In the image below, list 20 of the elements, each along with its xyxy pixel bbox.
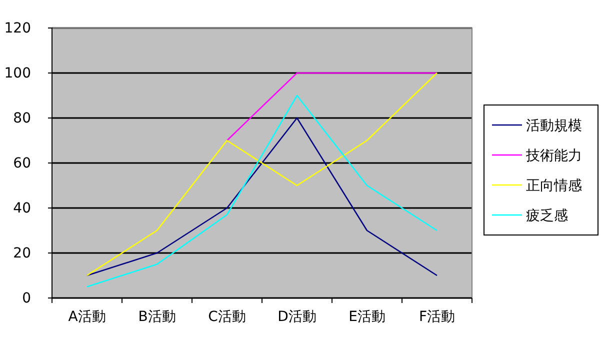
line-series bbox=[86, 117, 438, 276]
y-tick-label: 20 bbox=[13, 245, 31, 262]
line-series bbox=[86, 72, 438, 276]
x-tick-label: E活動 bbox=[348, 309, 386, 325]
y-tick-label: 100 bbox=[4, 65, 31, 82]
x-tick-label: D活動 bbox=[278, 309, 316, 325]
line-series bbox=[86, 94, 438, 288]
legend-label: 疲乏感 bbox=[526, 208, 568, 224]
y-tick-label: 80 bbox=[13, 110, 31, 126]
y-tick-label: 60 bbox=[13, 155, 31, 172]
legend-label: 正向情感 bbox=[526, 178, 582, 194]
x-tick-label: B活動 bbox=[138, 309, 176, 325]
legend-label: 技術能力 bbox=[525, 148, 582, 164]
y-tick-label: 0 bbox=[22, 290, 31, 306]
x-tick-label: C活動 bbox=[208, 309, 246, 325]
x-tick-label: A活動 bbox=[68, 309, 106, 325]
y-tick-label: 40 bbox=[13, 200, 31, 216]
y-tick-label: 120 bbox=[4, 20, 31, 36]
x-tick-label: F活動 bbox=[418, 309, 456, 325]
legend-label: 活動規模 bbox=[526, 118, 582, 134]
